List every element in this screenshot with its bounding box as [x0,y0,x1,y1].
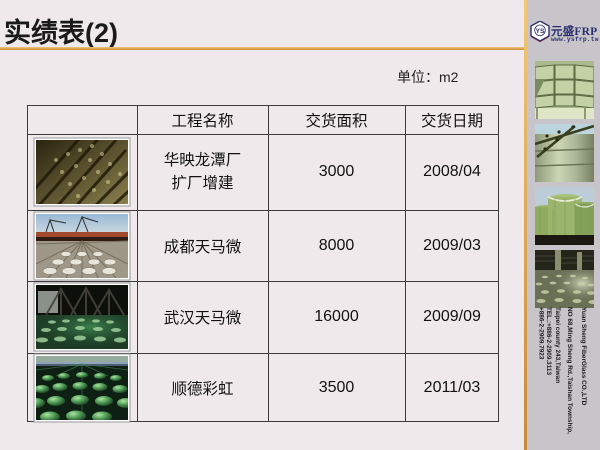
svg-text:YS: YS [535,28,545,35]
